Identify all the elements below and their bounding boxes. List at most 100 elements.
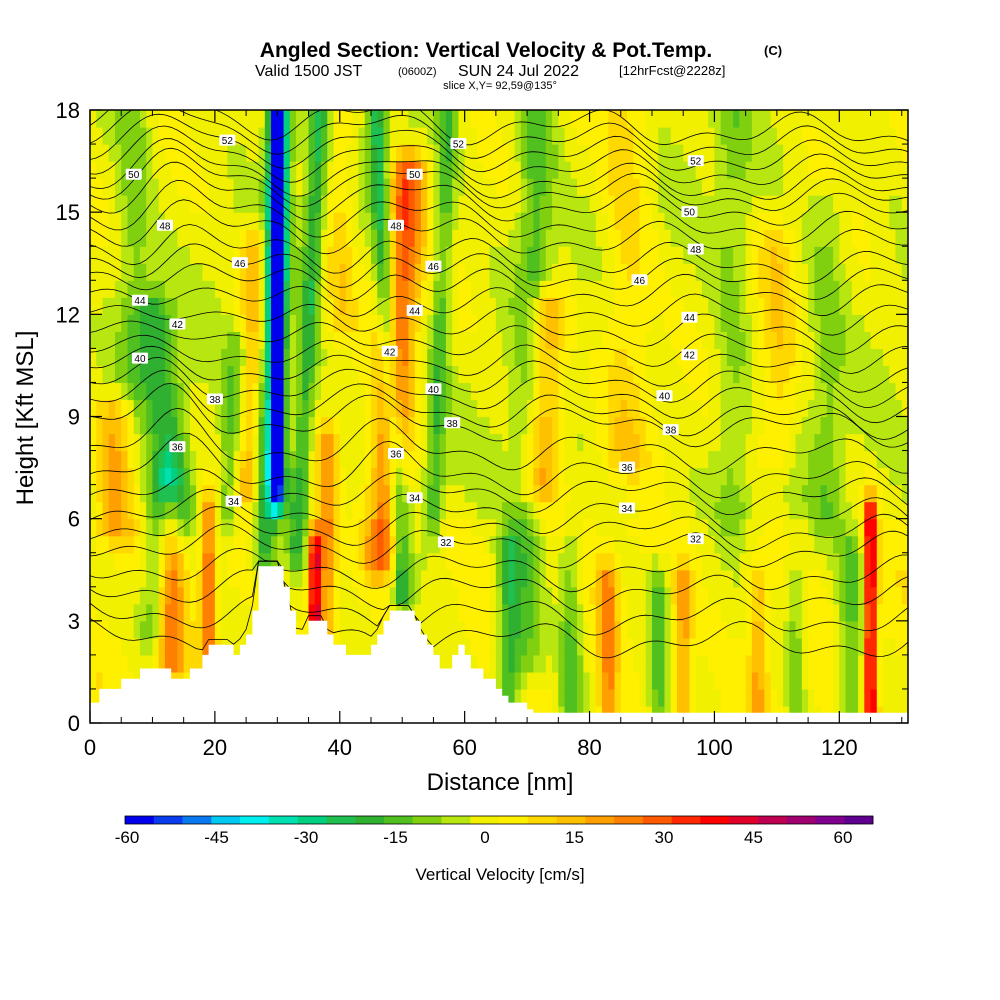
velocity-cell	[639, 161, 647, 179]
velocity-cell	[726, 348, 734, 367]
contour-label: 42	[684, 351, 696, 362]
velocity-cell	[733, 433, 740, 452]
velocity-cell	[102, 212, 110, 230]
velocity-cell	[439, 399, 447, 418]
velocity-cell	[458, 144, 466, 162]
velocity-cell	[889, 518, 897, 537]
velocity-cell	[870, 603, 878, 622]
velocity-cell	[408, 399, 416, 418]
velocity-cell	[726, 484, 734, 503]
velocity-cell	[839, 382, 847, 401]
velocity-cell	[139, 552, 147, 571]
velocity-cell	[901, 586, 908, 605]
contour-label-bg	[125, 168, 142, 180]
velocity-cell	[158, 603, 166, 622]
velocity-cell	[152, 552, 160, 571]
velocity-cell	[670, 620, 678, 639]
velocity-cell	[758, 280, 765, 298]
velocity-cell	[833, 348, 840, 367]
velocity-cell	[370, 552, 378, 571]
velocity-cell	[776, 212, 784, 230]
velocity-cell	[595, 501, 603, 520]
velocity-cell	[171, 467, 179, 486]
velocity-cell	[876, 552, 884, 571]
velocity-cell	[433, 246, 441, 264]
theta-contour-line	[90, 199, 908, 263]
velocity-cell	[720, 535, 728, 554]
velocity-cell	[570, 212, 578, 230]
velocity-cell	[814, 229, 822, 247]
velocity-cell	[377, 178, 385, 196]
velocity-cell	[146, 144, 154, 162]
velocity-cell	[196, 382, 203, 401]
velocity-cell	[127, 348, 135, 367]
velocity-cell	[801, 212, 809, 230]
velocity-cell	[433, 127, 441, 145]
velocity-cell	[851, 212, 859, 230]
contour-label-bg	[619, 502, 636, 514]
velocity-cell	[708, 127, 716, 145]
velocity-cell	[114, 178, 122, 196]
velocity-cell	[651, 178, 659, 196]
velocity-cell	[214, 263, 222, 281]
velocity-cell	[495, 535, 503, 554]
velocity-cell	[620, 246, 628, 264]
velocity-cell	[377, 195, 385, 213]
velocity-cell	[695, 212, 703, 230]
contour-label: 38	[665, 426, 677, 437]
velocity-cell	[558, 450, 566, 469]
x-tick-label: 0	[84, 735, 96, 760]
velocity-cell	[683, 671, 691, 690]
velocity-cell	[726, 161, 734, 179]
velocity-cell	[726, 450, 734, 469]
velocity-cell	[726, 399, 734, 418]
velocity-cell	[352, 535, 360, 554]
velocity-cell	[464, 552, 472, 571]
velocity-cell	[239, 586, 247, 605]
velocity-cell	[321, 433, 328, 452]
velocity-cell	[152, 518, 160, 537]
velocity-cell	[502, 229, 509, 247]
velocity-cell	[377, 433, 385, 452]
velocity-cell	[283, 280, 291, 298]
velocity-cell	[489, 348, 497, 367]
velocity-cell	[277, 518, 285, 537]
velocity-cell	[339, 450, 347, 469]
velocity-cell	[826, 144, 834, 162]
velocity-cell	[658, 246, 666, 264]
velocity-cell	[302, 331, 310, 349]
velocity-cell	[883, 263, 890, 281]
velocity-cell	[196, 535, 203, 554]
velocity-cell	[889, 280, 897, 298]
velocity-cell	[876, 518, 884, 537]
velocity-cell	[639, 348, 647, 367]
velocity-cell	[221, 229, 228, 247]
velocity-cell	[589, 110, 597, 128]
velocity-cell	[833, 637, 840, 656]
velocity-cell	[876, 263, 884, 281]
velocity-cell	[552, 688, 559, 707]
velocity-cell	[714, 297, 722, 315]
contour-label-bg	[450, 138, 467, 150]
velocity-cell	[408, 246, 416, 264]
velocity-cell	[883, 501, 890, 520]
velocity-cell	[508, 178, 516, 196]
velocity-cell	[183, 382, 191, 401]
velocity-cell	[364, 501, 372, 520]
velocity-cell	[114, 399, 122, 418]
velocity-cell	[414, 603, 422, 622]
velocity-cell	[820, 178, 828, 196]
velocity-cell	[570, 552, 578, 571]
velocity-cell	[720, 518, 728, 537]
velocity-cell	[146, 569, 154, 588]
velocity-cell	[608, 110, 616, 128]
velocity-cell	[683, 501, 691, 520]
velocity-cell	[495, 297, 503, 315]
velocity-cell	[520, 450, 528, 469]
velocity-cell	[608, 501, 616, 520]
velocity-cell	[570, 161, 578, 179]
velocity-cell	[296, 331, 303, 349]
velocity-cell	[277, 229, 285, 247]
velocity-cell	[139, 246, 147, 264]
